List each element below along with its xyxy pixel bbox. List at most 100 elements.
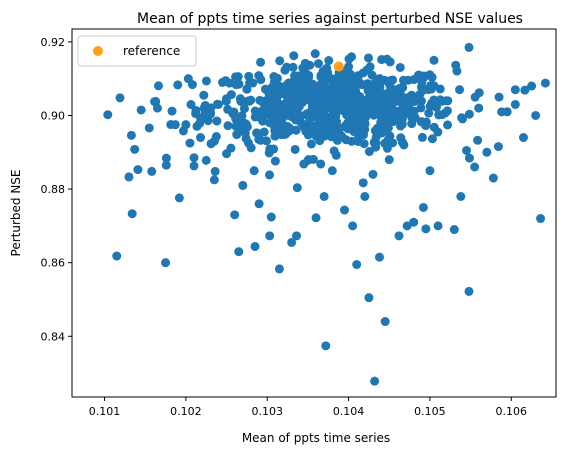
data-point (124, 172, 133, 181)
data-point (287, 95, 296, 104)
data-point (386, 57, 395, 66)
data-point (236, 94, 245, 103)
x-tick-label: 0.102 (170, 405, 202, 418)
data-point (269, 145, 278, 154)
data-point (350, 107, 359, 116)
data-point (293, 183, 302, 192)
data-point (301, 59, 310, 68)
data-point (419, 203, 428, 212)
data-point (320, 192, 329, 201)
data-point (360, 192, 369, 201)
data-point (473, 136, 482, 145)
data-point (371, 126, 380, 135)
legend-label-reference: reference (123, 44, 180, 58)
data-point (456, 192, 465, 201)
data-point (300, 86, 309, 95)
data-point (303, 156, 312, 165)
data-point (353, 75, 362, 84)
data-point (375, 74, 384, 83)
x-tick-label: 0.101 (89, 405, 121, 418)
data-point (317, 116, 326, 125)
data-point (231, 114, 240, 123)
data-point (355, 118, 364, 127)
data-point (464, 43, 473, 52)
data-point (256, 58, 265, 67)
data-point (399, 140, 408, 149)
data-point (352, 260, 361, 269)
data-point (400, 94, 409, 103)
data-point (386, 76, 395, 85)
data-point (370, 377, 379, 386)
data-point (275, 264, 284, 273)
data-point (192, 122, 201, 131)
data-point (462, 146, 471, 155)
data-point (318, 128, 327, 137)
data-point (519, 133, 528, 142)
data-point (154, 81, 163, 90)
data-point (511, 100, 520, 109)
y-tick-label: 0.84 (41, 330, 66, 343)
data-point (173, 80, 182, 89)
data-point (322, 64, 331, 73)
data-point (130, 145, 139, 154)
data-point (271, 157, 280, 166)
reference-point (334, 62, 344, 72)
data-point (206, 107, 215, 116)
y-tick-label: 0.92 (41, 36, 66, 49)
data-point (450, 225, 459, 234)
data-point (312, 213, 321, 222)
data-point (349, 85, 358, 94)
data-point (366, 100, 375, 109)
data-point (365, 147, 374, 156)
data-point (380, 139, 389, 148)
data-point (329, 82, 338, 91)
x-tick-label: 0.106 (496, 405, 528, 418)
data-point (494, 142, 503, 151)
data-point (181, 120, 190, 129)
data-point (128, 209, 137, 218)
data-point (223, 121, 232, 130)
data-point (417, 78, 426, 87)
x-tick-label: 0.103 (251, 405, 283, 418)
data-point (305, 115, 314, 124)
data-point (368, 170, 377, 179)
data-point (210, 137, 219, 146)
data-point (175, 193, 184, 202)
legend-marker-reference (93, 46, 103, 56)
data-point (242, 84, 251, 93)
data-point (340, 206, 349, 215)
data-point (251, 242, 260, 251)
y-axis-label: Perturbed NSE (9, 170, 23, 257)
data-point (103, 110, 112, 119)
x-tick-label: 0.105 (414, 405, 446, 418)
data-point (210, 175, 219, 184)
data-point (377, 89, 386, 98)
data-point (231, 80, 240, 89)
data-point (277, 104, 286, 113)
data-point (362, 65, 371, 74)
data-point (385, 155, 394, 164)
data-point (238, 181, 247, 190)
data-point (471, 93, 480, 102)
data-point (271, 87, 280, 96)
data-point (503, 107, 512, 116)
data-point (409, 75, 418, 84)
data-point (470, 163, 479, 172)
data-point (426, 81, 435, 90)
data-point (375, 253, 384, 262)
data-point (465, 154, 474, 163)
y-tick-label: 0.86 (41, 257, 66, 270)
data-point (296, 118, 305, 127)
data-point (347, 52, 356, 61)
data-point (316, 160, 325, 169)
data-point (222, 149, 231, 158)
data-point (421, 121, 430, 130)
data-point (425, 166, 434, 175)
data-point (199, 91, 208, 100)
data-point (162, 154, 171, 163)
data-point (428, 134, 437, 143)
data-point (418, 133, 427, 142)
data-point (455, 85, 464, 94)
data-point (536, 214, 545, 223)
